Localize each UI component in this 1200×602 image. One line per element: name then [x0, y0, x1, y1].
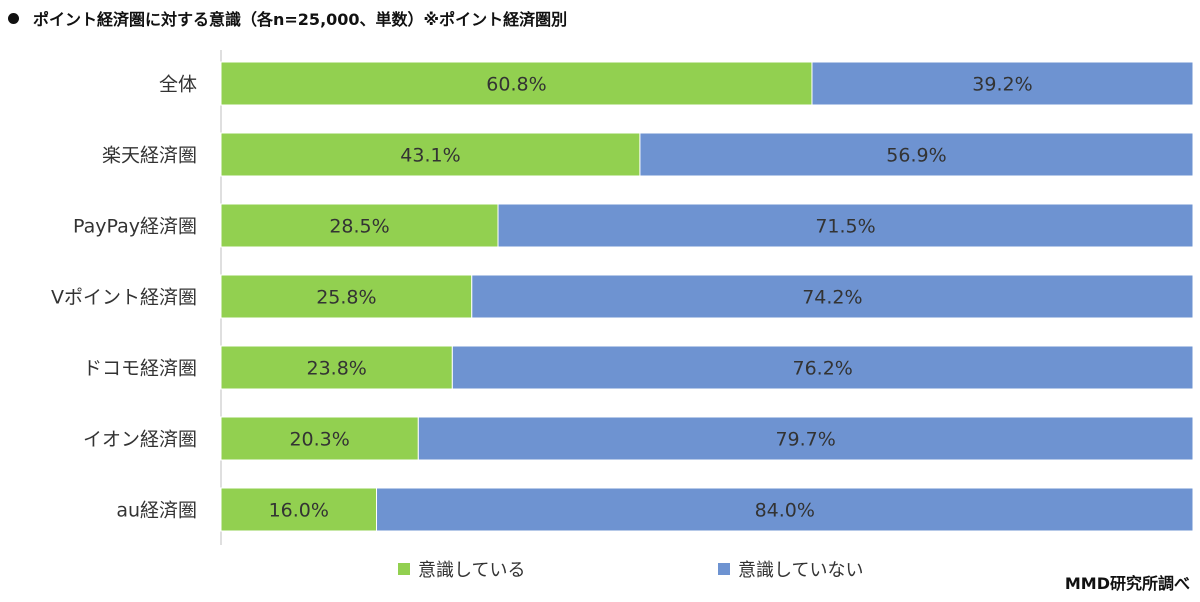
data-label: 28.5%	[329, 216, 389, 238]
legend-item-not-conscious: 意識していない	[718, 556, 863, 582]
source-credit: MMD研究所調べ	[1064, 574, 1190, 593]
legend-label-not-conscious: 意識していない	[738, 560, 864, 581]
bar-segment-not-conscious	[451, 345, 1194, 390]
data-label: 23.8%	[306, 358, 366, 380]
data-label: 74.2%	[802, 287, 862, 309]
data-label: 56.9%	[886, 145, 946, 167]
bar-segment-conscious	[220, 345, 453, 390]
legend-swatch-not-conscious	[718, 563, 730, 575]
data-label: 25.8%	[316, 287, 376, 309]
bar-segment-conscious	[220, 132, 641, 177]
bar-segment-conscious	[220, 416, 419, 461]
data-label: 71.5%	[815, 216, 875, 238]
data-label: 16.0%	[269, 500, 329, 522]
category-label: イオン経済圏	[83, 429, 197, 451]
legend-item-conscious: 意識している	[398, 556, 525, 582]
bar-segment-conscious	[220, 203, 499, 248]
bar-segment-conscious	[220, 274, 473, 319]
data-label: 39.2%	[972, 74, 1032, 96]
bar-segment-conscious	[220, 61, 813, 106]
bullet-icon	[8, 12, 19, 24]
chart-title-text: ポイント経済圏に対する意識（各n=25,000、単数）※ポイント経済圏別	[33, 10, 568, 29]
bar-segment-not-conscious	[417, 416, 1194, 461]
category-label: au経済圏	[116, 500, 197, 522]
chart-title: ポイント経済圏に対する意識（各n=25,000、単数）※ポイント経済圏別	[8, 4, 567, 32]
category-label: 楽天経済圏	[102, 145, 197, 167]
data-label: 79.7%	[775, 429, 835, 451]
legend-swatch-conscious	[398, 563, 410, 575]
legend-label-conscious: 意識している	[418, 560, 526, 581]
bar-segment-not-conscious	[639, 132, 1194, 177]
category-label: ドコモ経済圏	[83, 358, 197, 380]
bar-segment-not-conscious	[497, 203, 1194, 248]
bar-segment-not-conscious	[471, 274, 1194, 319]
bar-segment-not-conscious	[376, 487, 1194, 532]
category-label: 全体	[159, 74, 197, 96]
data-label: 76.2%	[792, 358, 852, 380]
bar-segment-not-conscious	[811, 61, 1194, 106]
category-label: Vポイント経済圏	[51, 287, 197, 309]
bar-segment-conscious	[220, 487, 378, 532]
data-label: 84.0%	[755, 500, 815, 522]
category-label: PayPay経済圏	[73, 216, 197, 238]
legend: 意識している 意識していない	[0, 556, 1200, 582]
data-label: 60.8%	[486, 74, 546, 96]
data-label: 20.3%	[289, 429, 349, 451]
data-label: 43.1%	[400, 145, 460, 167]
